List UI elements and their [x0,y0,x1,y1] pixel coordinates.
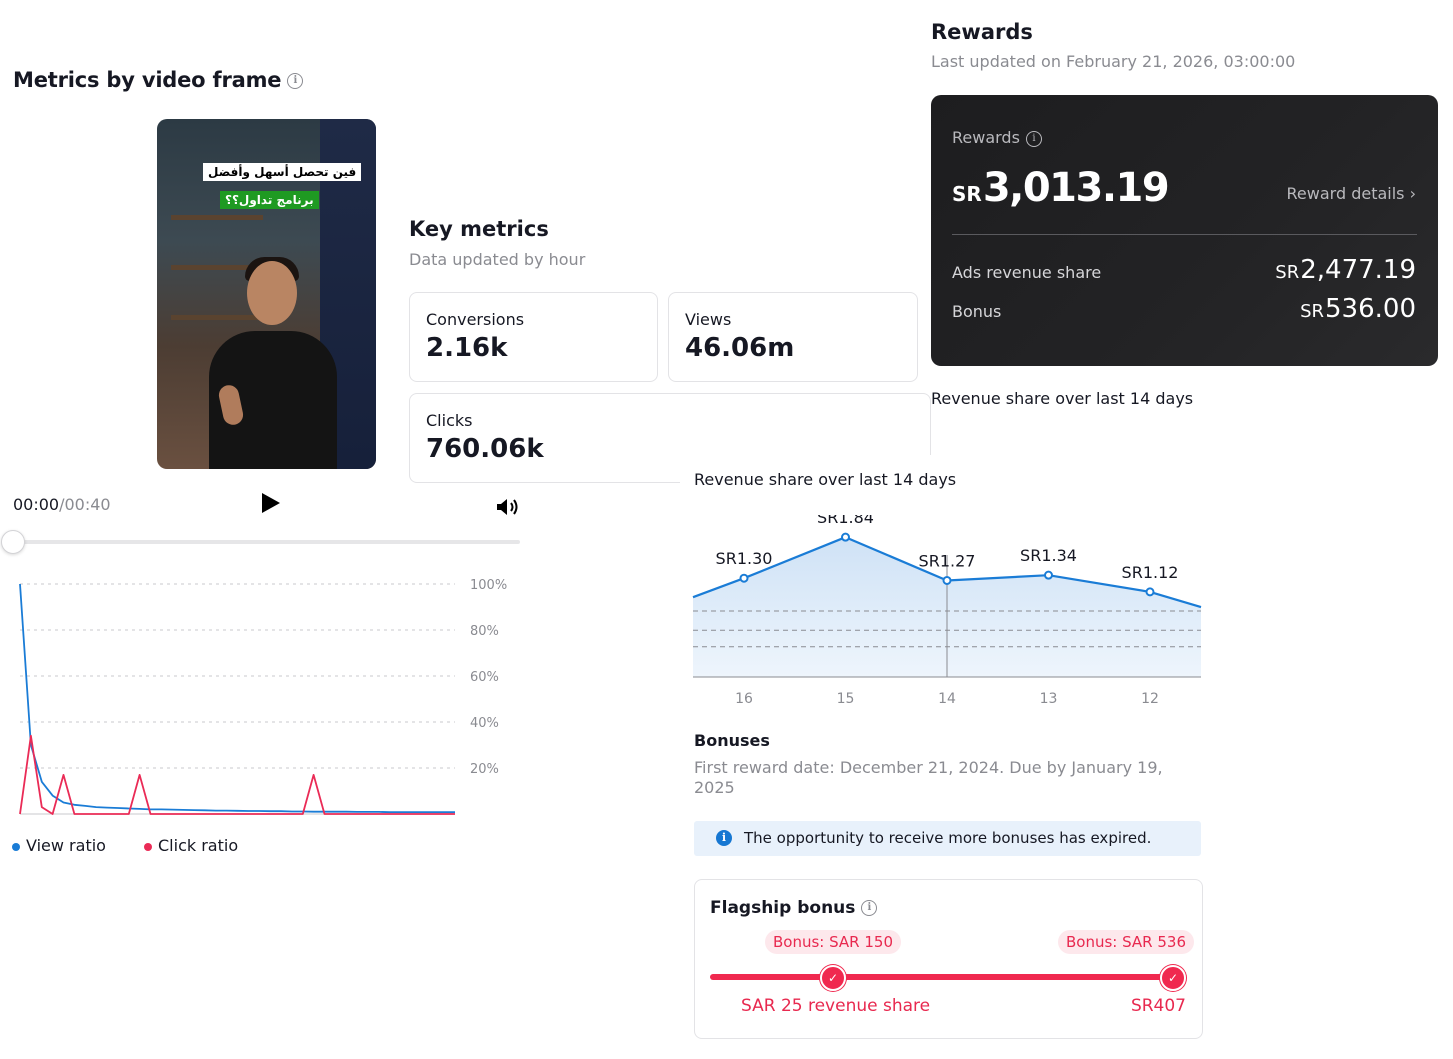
info-icon[interactable]: i [1025,130,1042,147]
metric-value: 760.06k [426,434,544,464]
metric-card-conversions[interactable]: Conversions 2.16k [409,292,658,382]
divider [952,234,1417,235]
milestone-label-right: SR407 [1130,996,1186,1016]
data-point [739,573,749,583]
ads-revenue-share-label: Ads revenue share [952,263,1102,282]
ads-revenue-share-value: SR2,477.19 [1275,255,1416,285]
seek-bar[interactable] [13,540,520,544]
x-tick-label: 15 [837,691,855,707]
data-label: SR1.34 [1020,546,1077,565]
rewards-last-updated: Last updated on February 21, 2026, 03:00… [931,52,1296,71]
notice-text: The opportunity to receive more bonuses … [744,829,1152,847]
data-point [1044,570,1053,580]
video-caption-line1: فين تحصل أسهل وأفضل [203,163,362,181]
x-tick-label: 14 [938,691,956,707]
expired-notice: i The opportunity to receive more bonuse… [694,821,1201,856]
volume-icon[interactable] [496,498,520,516]
y-tick-label: 100% [470,578,507,593]
data-point [942,575,952,585]
current-time: 00:00 [13,495,60,514]
data-point [1145,587,1155,597]
y-tick-label: 40% [470,716,499,731]
overlay-mask [680,455,940,485]
bonus-value: SR536.00 [1300,294,1416,324]
legend-click-ratio: Click ratio [144,836,238,855]
y-tick-label: 20% [470,762,499,777]
metric-label: Conversions [426,310,525,329]
flagship-bonus-card: Flagship bonus i Bonus: SAR 150 Bonus: SA… [694,879,1203,1039]
data-label: SR1.30 [716,549,773,568]
legend-view-ratio: View ratio [12,836,106,855]
bonuses-title: Bonuses [694,731,770,750]
metric-value: 46.06m [685,333,795,363]
metric-card-views[interactable]: Views 46.06m [668,292,918,382]
info-icon[interactable]: i [861,900,878,916]
revenue-share-chart[interactable]: SR1.30 16 SR1.84 15 SR1.27 14 SR1.34 13 SR1.12 12 [680,515,1220,715]
rewards-total-value: 3,013.19 [982,165,1170,211]
frame-metrics-chart: 20% 40% 60% 80% 100% [19,578,507,815]
data-point [841,532,850,542]
metric-label: Views [685,310,732,329]
shelf-decoration [171,265,263,270]
x-tick-label: 13 [1040,691,1058,707]
metric-label: Clicks [426,411,473,430]
shelf-decoration [171,215,263,220]
metrics-by-frame-title: Metrics by video frame i [13,68,304,92]
x-tick-label: 12 [1141,691,1159,707]
rewards-card: Rewards i SR3,013.19 Reward details › Ads… [931,95,1438,366]
info-icon[interactable]: i [287,73,304,89]
revenue-share-chart-title: Revenue share over last 14 days [694,470,957,489]
bonus-pill-536: Bonus: SAR 536 [1058,930,1194,954]
bonus-pill-150: Bonus: SAR 150 [765,930,901,954]
flagship-bonus-title: Flagship bonus i [710,898,878,918]
x-tick-label: 16 [735,691,753,707]
person-head [247,261,297,325]
bonuses-subtitle: First reward date: December 21, 2024. Du… [694,758,1163,797]
check-icon: ✓ [1160,965,1186,991]
data-label: SR1.27 [919,551,976,570]
series-line-click-ratio [19,734,455,815]
play-icon[interactable] [262,493,280,513]
currency-symbol: SR [1275,262,1300,283]
video-player[interactable]: فين تحصل أسهل وأفضل برنامج تداول؟؟ [157,119,376,469]
data-label: SR1.12 [1122,563,1179,582]
bonus-progress-track [710,974,1186,980]
rewards-label: Rewards i [952,128,1042,147]
check-icon: ✓ [820,965,846,991]
key-metrics-subtitle: Data updated by hour [409,250,586,269]
reward-details-link[interactable]: Reward details › [1286,184,1416,203]
rewards-title: Rewards [931,20,1033,44]
data-label: SR1.84 [817,515,874,527]
series-line-view-ratio [19,583,455,814]
rewards-total: SR3,013.19 [952,165,1170,211]
video-caption-line2: برنامج تداول؟؟ [220,191,319,209]
seek-handle[interactable] [1,530,25,554]
y-tick-label: 80% [470,624,499,639]
currency-symbol: SR [952,182,982,206]
revenue-share-heading: Revenue share over last 14 days [931,389,1194,408]
info-icon: i [716,830,732,846]
legend-swatch [12,842,20,851]
bonus-label: Bonus [952,302,1002,321]
legend-swatch [144,842,152,851]
y-tick-label: 60% [470,670,499,685]
playback-time: 00:00/00:40 [13,495,111,514]
milestone-label-left: SAR 25 revenue share [741,996,931,1016]
shelf-decoration [171,315,263,320]
currency-symbol: SR [1300,301,1325,322]
duration: /00:40 [59,495,111,514]
metric-value: 2.16k [426,333,508,363]
key-metrics-title: Key metrics [409,217,549,241]
